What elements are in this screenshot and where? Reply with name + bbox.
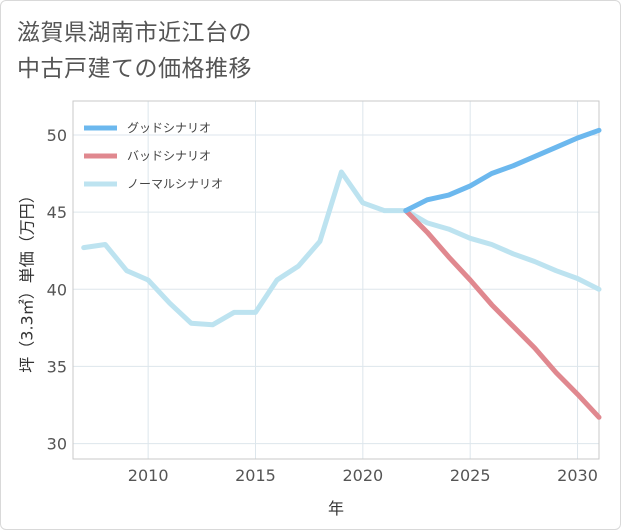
x-tick-label: 2015	[235, 466, 276, 485]
series-line-1	[403, 208, 602, 420]
legend-label-1: バッドシナリオ	[127, 149, 211, 163]
grid	[73, 101, 599, 459]
legend-label-0: グッドシナリオ	[127, 121, 211, 135]
y-tick-label: 40	[47, 280, 67, 299]
y-tick-label: 35	[47, 357, 67, 376]
y-tick-label: 50	[47, 126, 67, 145]
x-tick-label: 2020	[342, 466, 383, 485]
x-tick-label: 2025	[450, 466, 491, 485]
plot-area-frame	[72, 100, 600, 460]
x-tick-label: 2030	[557, 466, 598, 485]
chart-title-line1: 滋賀県湖南市近江台の	[17, 20, 252, 46]
x-tick-label: 2010	[128, 466, 169, 485]
series-line-0	[403, 127, 602, 214]
series-line-2	[81, 169, 602, 328]
series-group	[81, 127, 602, 420]
legend-label-2: ノーマルシナリオ	[127, 177, 223, 191]
y-tick-label: 30	[47, 435, 67, 454]
chart-title: 滋賀県湖南市近江台の 中古戸建ての価格推移	[17, 15, 252, 87]
y-axis-title: 坪（3.3㎡）単価（万円）	[18, 187, 37, 372]
x-axis-title: 年	[328, 499, 344, 518]
tick-labels: 2010 2015 2020 2025 2030 30 35 40 45 50	[47, 126, 598, 485]
y-tick-label: 45	[47, 203, 67, 222]
chart-title-line2: 中古戸建ての価格推移	[17, 56, 252, 82]
